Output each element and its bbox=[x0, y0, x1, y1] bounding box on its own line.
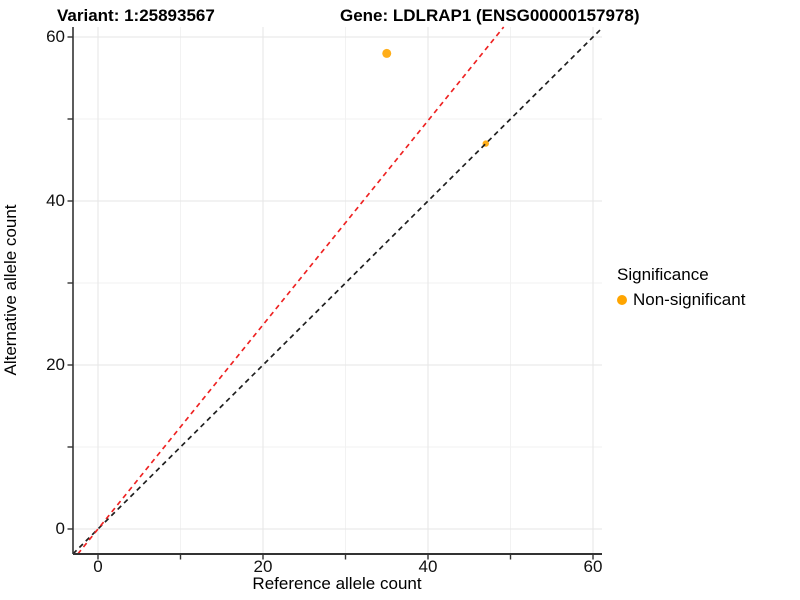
data-point bbox=[382, 48, 392, 58]
x-tick-label: 40 bbox=[418, 557, 438, 576]
legend-item-non-significant: Non-significant bbox=[617, 290, 745, 310]
legend-key-dot bbox=[617, 295, 627, 305]
legend-item-label: Non-significant bbox=[633, 290, 746, 309]
y-tick-label: 40 bbox=[46, 190, 65, 210]
legend-title: Significance bbox=[617, 265, 709, 284]
y-tick-label: 20 bbox=[46, 354, 65, 374]
x-tick-label: 0 bbox=[93, 557, 103, 576]
legend: Significance Non-significant bbox=[617, 265, 745, 310]
variant-title: Variant: 1:25893567 bbox=[57, 6, 215, 25]
gene-title: Gene: LDLRAP1 (ENSG00000157978) bbox=[340, 6, 640, 25]
x-tick-label: 60 bbox=[583, 557, 603, 576]
plot-panel bbox=[67, 26, 603, 560]
identity-line bbox=[72, 27, 603, 555]
x-axis-title: Reference allele count bbox=[252, 574, 422, 593]
fitted-line bbox=[77, 26, 505, 555]
y-axis-title: Alternative allele count bbox=[1, 204, 20, 376]
y-tick-label: 0 bbox=[55, 518, 65, 538]
x-tick-label: 20 bbox=[253, 557, 273, 576]
y-tick-label: 60 bbox=[46, 27, 65, 46]
